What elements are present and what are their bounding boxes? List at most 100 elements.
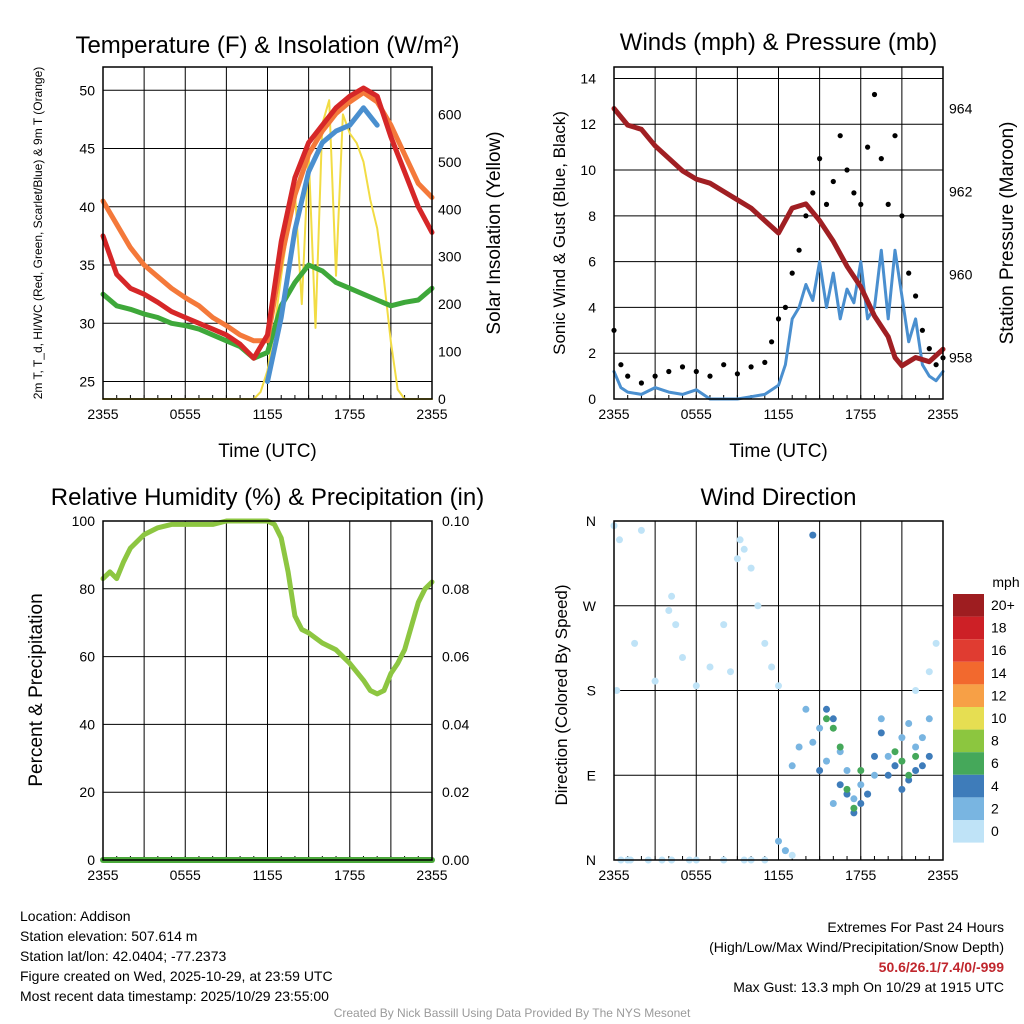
gust-point [899, 213, 905, 219]
wind-direction-point [613, 687, 621, 694]
x-tick-label: 1755 [845, 406, 876, 422]
wind-direction-point [925, 668, 933, 676]
wind-direction-point [736, 536, 744, 544]
x-axis-label: Time (UTC) [729, 441, 828, 462]
y2-tick-label: 0 [438, 391, 446, 407]
wind-direction-point [616, 536, 623, 544]
x-tick-label: 0555 [170, 406, 201, 422]
wind-direction-point [912, 752, 920, 760]
gust-point [885, 201, 891, 207]
wind-direction-point [829, 800, 837, 807]
figure-created: Figure created on Wed, 2025-10-29, at 23… [20, 968, 333, 984]
wind-direction-point [932, 639, 940, 647]
y-tick-label: N [586, 852, 596, 868]
wind-direction-point [884, 771, 892, 779]
gust-point [769, 339, 775, 345]
y-tick-label: W [583, 598, 597, 614]
gust-point [748, 364, 754, 370]
gust-point [775, 316, 782, 322]
series-line-2m-t [100, 85, 435, 361]
x-tick-label: 1155 [252, 406, 282, 422]
legend-swatch [953, 684, 984, 707]
wind-direction-point [802, 705, 810, 713]
y-tick-label: 0 [588, 391, 596, 407]
wind-direction-point [733, 555, 741, 563]
legend-label: 18 [991, 620, 1007, 636]
gust-point [679, 364, 686, 370]
y2-tick-label: 964 [949, 101, 973, 117]
gust-point [618, 362, 624, 368]
chart-title: Temperature (F) & Insolation (W/m²) [75, 32, 459, 59]
wind-direction-point [864, 790, 872, 798]
wind-direction-point [898, 757, 906, 765]
legend-label: 6 [991, 755, 999, 771]
x-tick-label: 1755 [845, 867, 876, 883]
series-line-dew-point [100, 262, 435, 361]
extremes-subtitle: (High/Low/Max Wind/Precipitation/Snow De… [709, 939, 1004, 955]
wind-direction-point [829, 715, 837, 723]
x-tick-label: 2355 [598, 406, 629, 422]
legend-label: 10 [991, 710, 1007, 726]
station-location: Location: Addison [20, 908, 131, 924]
legend-label: 12 [991, 687, 1007, 703]
y2-tick-label: 0.00 [442, 852, 469, 868]
wind-direction-point [727, 668, 734, 676]
legend-swatch [953, 774, 984, 798]
y-tick-label: 40 [79, 199, 95, 215]
recent-timestamp: Most recent data timestamp: 2025/10/29 2… [20, 988, 329, 1004]
wind-direction-point [823, 705, 830, 713]
wind-direction-point [809, 531, 817, 539]
y2-tick-label: 200 [438, 296, 462, 312]
wind-direction-point [795, 743, 803, 751]
legend-swatch [953, 752, 984, 775]
extremes-values: 50.6/26.1/7.4/0/-999 [878, 959, 1004, 975]
y-tick-label: 30 [79, 315, 95, 331]
x-tick-label: 1155 [252, 867, 282, 883]
wind-direction-point [829, 724, 837, 732]
y-tick-label: S [587, 683, 596, 699]
y-tick-label: 35 [79, 257, 95, 273]
plot-frame [613, 66, 944, 400]
gust-point [892, 133, 898, 139]
x-tick-label: 1155 [763, 406, 793, 422]
series-line-sonic-wind [612, 248, 945, 401]
wind-direction-point [668, 592, 676, 600]
y-tick-label: 80 [79, 581, 95, 597]
gust-point [796, 247, 802, 253]
y2-tick-label: 960 [949, 267, 973, 283]
wind-direction-point [925, 715, 933, 723]
gust-point [666, 368, 672, 375]
legend-swatch [953, 797, 984, 820]
wind-direction-point [740, 545, 748, 553]
y2-tick-label: 300 [438, 249, 462, 265]
x-tick-label: 2355 [598, 867, 629, 883]
y-tick-label: 50 [79, 82, 95, 98]
wind-direction-point [816, 767, 824, 774]
wind-direction-point [672, 621, 680, 629]
x-tick-label: 1755 [334, 406, 365, 422]
y2-tick-label: 100 [438, 344, 462, 360]
legend-swatch [953, 820, 984, 843]
y2-axis-label: Station Pressure (Maroon) [997, 122, 1018, 345]
gust-point [734, 371, 741, 377]
gust-point [817, 156, 823, 162]
y2-tick-label: 0.06 [442, 649, 469, 665]
gust-point [789, 270, 795, 276]
wind-direction-point [816, 724, 824, 732]
wind-direction-point [925, 752, 933, 760]
wind-direction-point [898, 785, 906, 793]
legend-label: 16 [991, 642, 1007, 658]
y2-tick-label: 400 [438, 201, 462, 217]
y-tick-label: 14 [580, 70, 596, 86]
extremes-title: Extremes For Past 24 Hours [827, 919, 1004, 935]
y-tick-label: 20 [79, 784, 95, 800]
y-tick-label: 40 [79, 716, 95, 732]
legend-label: 14 [991, 665, 1007, 681]
wind-direction-point [761, 639, 769, 647]
y-tick-label: 0 [87, 852, 95, 868]
y-tick-label: 100 [72, 513, 96, 529]
series-line-station-pressure [611, 106, 946, 369]
plot-frame [102, 520, 433, 861]
gust-point [913, 293, 919, 299]
wind-direction-point [877, 729, 885, 737]
